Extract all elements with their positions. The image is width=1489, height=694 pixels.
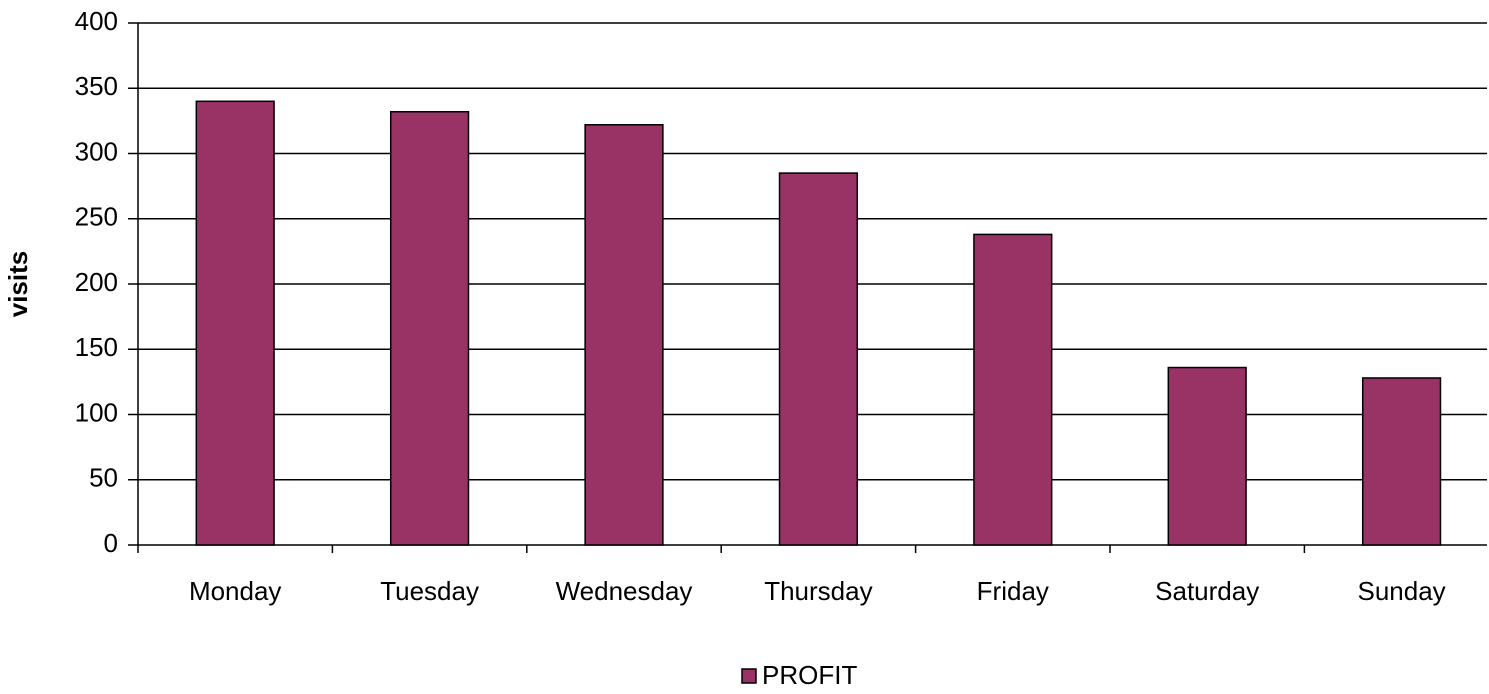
bar [1361,377,1442,546]
y-tick-label: 300 [75,136,118,166]
y-tick-label: 0 [104,528,118,558]
legend-swatch [741,668,757,684]
y-tick-label: 100 [75,397,118,427]
y-tick-label: 250 [75,202,118,232]
y-axis-label: visits [3,251,33,318]
bar [584,124,664,546]
bar [778,172,859,546]
y-tick-label: 50 [89,463,118,493]
bar [973,233,1053,546]
y-tick-label: 400 [75,6,118,36]
bar [1167,366,1247,546]
x-tick-label: Thursday [764,576,872,606]
x-tick-label: Monday [189,576,282,606]
x-tick-label: Friday [977,576,1049,606]
y-tick-label: 150 [75,332,118,362]
legend-label: PROFIT [762,660,857,690]
x-tick-label: Wednesday [556,576,693,606]
x-tick-label: Saturday [1155,576,1259,606]
bar [195,100,275,546]
y-tick-label: 350 [75,71,118,101]
x-tick-label: Sunday [1358,576,1446,606]
bar [389,110,470,546]
x-tick-label: Tuesday [380,576,479,606]
y-tick-label: 200 [75,267,118,297]
